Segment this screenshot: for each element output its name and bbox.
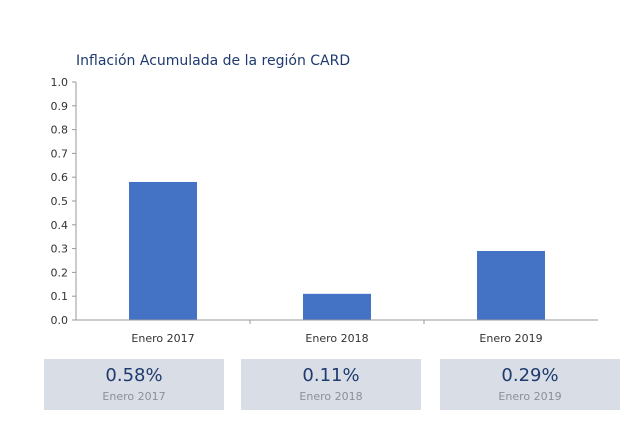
x-category-label: Enero 2018 [305,332,368,345]
y-tick-label: 1.0 [51,76,69,89]
summary-card-2019: 0.29% Enero 2019 [440,359,620,410]
summary-label: Enero 2018 [299,390,363,403]
bar [303,293,371,320]
y-axis-ticks: 0.0 0.1 0.2 0.3 0.4 0.5 0.6 0.7 0.8 0.9 1.0 [51,76,76,327]
summary-value: 0.11% [302,365,360,386]
bar [129,181,197,320]
summary-value: 0.58% [105,365,163,386]
x-category-label: Enero 2017 [131,332,194,345]
x-category-label: Enero 2019 [479,332,542,345]
y-tick-label: 0.2 [51,266,69,279]
y-tick-label: 0.8 [51,124,69,137]
summary-value: 0.29% [501,365,559,386]
y-tick-label: 0.6 [51,171,69,184]
y-tick-label: 0.3 [51,243,69,256]
y-tick-label: 0.4 [51,219,69,232]
summary-label: Enero 2017 [102,390,166,403]
chart-title: Inflación Acumulada de la región CARD [76,53,350,69]
bar-chart: Inflación Acumulada de la región CARD 0.… [51,53,598,345]
bar [477,250,545,320]
y-tick-label: 0.7 [51,147,69,160]
y-tick-label: 0.9 [51,100,69,113]
y-tick-label: 0.5 [51,195,69,208]
y-tick-label: 0.0 [51,314,69,327]
x-axis-labels: Enero 2017 Enero 2018 Enero 2019 [131,320,543,345]
summary-card-2018: 0.11% Enero 2018 [241,359,421,410]
y-tick-label: 0.1 [51,290,69,303]
summary-label: Enero 2019 [498,390,562,403]
summary-card-2017: 0.58% Enero 2017 [44,359,224,410]
bars [129,181,545,320]
